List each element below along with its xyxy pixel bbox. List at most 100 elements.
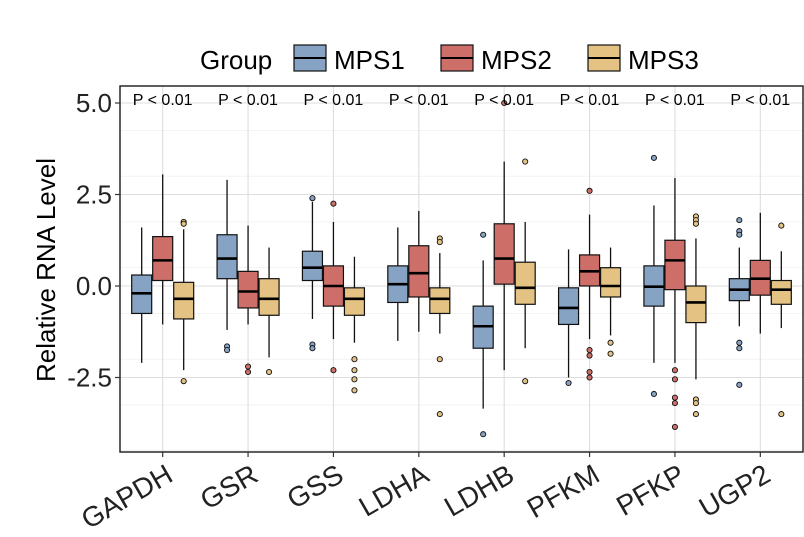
x-tick-label: GAPDH xyxy=(76,458,178,535)
outlier-point xyxy=(671,394,678,401)
outlier-point xyxy=(671,376,678,383)
x-axis: GAPDH GSR GSS LDHA LDHB PFKM PFKP UGP2 xyxy=(76,452,775,535)
outlier-point xyxy=(650,154,657,161)
box-mps2-gss xyxy=(322,200,345,374)
outlier-point xyxy=(309,195,316,202)
box-mps1-ugp2 xyxy=(728,217,750,388)
legend-label: MPS1 xyxy=(334,45,405,75)
plot-border xyxy=(119,85,804,453)
outlier-point xyxy=(736,231,743,238)
box-body xyxy=(493,223,515,285)
outlier-point xyxy=(607,350,614,357)
pvalue-label: P < 0.01 xyxy=(560,92,620,109)
box-mps3-pfkm xyxy=(599,247,622,357)
outlier-point xyxy=(266,368,273,376)
box-mps1-gapdh xyxy=(131,227,153,363)
box-body xyxy=(429,287,451,315)
box-body xyxy=(685,285,707,324)
y-tick-label: -2.5 xyxy=(67,363,112,393)
x-tick-label: GSS xyxy=(282,458,349,514)
outlier-point xyxy=(736,339,743,346)
box-body xyxy=(152,235,174,282)
x-tick-label: LDHB xyxy=(439,458,519,522)
legend-title: Group xyxy=(200,45,272,75)
outlier-point xyxy=(736,345,743,352)
outlier-point xyxy=(180,220,187,227)
box-body xyxy=(216,234,238,280)
box-body xyxy=(343,287,366,316)
outlier-point xyxy=(692,220,699,227)
box-body xyxy=(258,278,280,316)
box-mps2-ldha xyxy=(408,210,430,332)
box-mps2-pfkm xyxy=(578,187,601,381)
outlier-point xyxy=(736,217,743,224)
box-mps1-pfkm xyxy=(557,249,580,387)
outlier-point xyxy=(522,378,529,385)
outlier-point xyxy=(351,376,358,383)
box-mps2-ldhb xyxy=(493,99,515,371)
y-axis: 5.0 2.5 0.0 -2.5 xyxy=(67,88,120,393)
outlier-point xyxy=(736,381,743,388)
outlier-point xyxy=(692,411,699,418)
outlier-point xyxy=(522,158,529,165)
outlier-point xyxy=(778,411,785,418)
outlier-point xyxy=(436,356,443,363)
x-tick-label: UGP2 xyxy=(694,458,776,523)
legend-item-mps2: MPS2 xyxy=(440,44,552,75)
pvalue-label: P < 0.01 xyxy=(133,92,193,109)
box-body xyxy=(408,245,430,298)
outlier-point xyxy=(671,400,678,407)
box-mps1-gsr xyxy=(216,179,238,354)
box-mps1-ldha xyxy=(387,227,409,341)
box-body xyxy=(514,261,536,305)
outlier-point xyxy=(586,374,593,381)
outlier-point xyxy=(586,368,593,376)
outlier-point xyxy=(501,99,508,107)
outlier-point xyxy=(565,379,572,387)
outlier-point xyxy=(650,390,657,398)
pvalue-label: P < 0.01 xyxy=(218,92,278,109)
box-body xyxy=(664,239,686,291)
box-body xyxy=(301,250,324,282)
outlier-point xyxy=(480,231,487,238)
box-mps3-ldha xyxy=(429,235,451,418)
pvalue-label: P < 0.01 xyxy=(474,92,534,109)
outlier-point xyxy=(480,431,487,438)
box-body xyxy=(557,287,580,326)
legend: Group MPS1 MPS2 MPS3 xyxy=(200,44,699,75)
box-mps1-pfkp xyxy=(643,154,665,398)
outlier-point xyxy=(607,339,614,346)
plot-area: P < 0.01 P < 0.01 P < 0.01 P < 0.01 P < 0.01… xyxy=(119,85,804,453)
outlier-point xyxy=(351,387,358,394)
outlier-point xyxy=(586,352,593,359)
box-mps1-gss xyxy=(301,195,324,352)
outlier-point xyxy=(586,187,593,194)
outlier-point xyxy=(309,345,316,352)
outlier-point xyxy=(351,356,358,363)
pvalue-label: P < 0.01 xyxy=(389,92,449,109)
outlier-point xyxy=(671,367,678,374)
outlier-point xyxy=(245,368,252,376)
y-tick-label: 0.0 xyxy=(76,271,112,301)
outlier-point xyxy=(224,346,231,354)
pvalue-label: P < 0.01 xyxy=(645,92,705,109)
legend-item-mps1: MPS1 xyxy=(293,44,405,75)
outlier-point xyxy=(778,222,785,229)
box-mps3-gsr xyxy=(258,247,280,376)
y-axis-label: Relative RNA Level xyxy=(31,158,61,382)
y-tick-label: 5.0 xyxy=(76,88,112,118)
box-body xyxy=(237,270,259,309)
box-mps3-ugp2 xyxy=(770,222,792,418)
box-body xyxy=(173,281,195,320)
outlier-point xyxy=(436,411,443,418)
box-mps1-ldhb xyxy=(472,231,494,438)
outlier-point xyxy=(671,423,678,430)
outlier-point xyxy=(436,239,443,246)
x-tick-label: GSR xyxy=(195,458,263,515)
box-mps3-ldhb xyxy=(514,158,536,385)
box-mps3-gapdh xyxy=(173,218,195,385)
x-tick-label: LDHA xyxy=(354,458,434,522)
box-mps2-pfkp xyxy=(664,178,686,430)
outlier-point xyxy=(180,378,187,385)
